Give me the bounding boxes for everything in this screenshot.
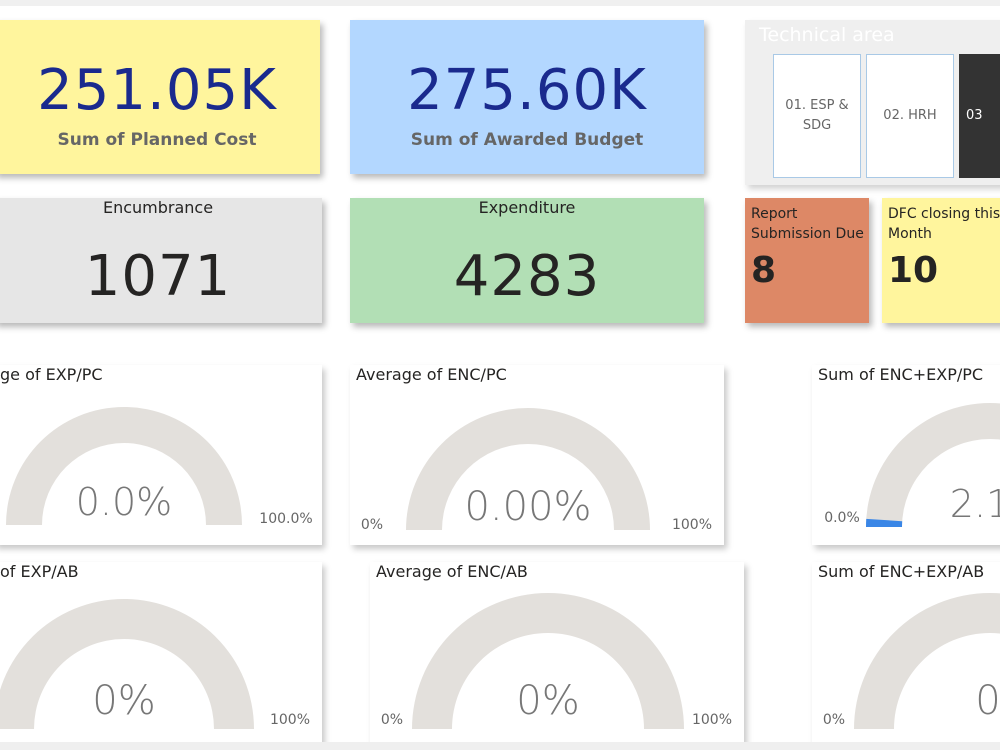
gauge-encexp-pc[interactable]: Sum of ENC+EXP/PC 2.1 0.0% [812,365,1000,545]
slicer-title: Technical area [759,24,895,46]
gauge-track [866,403,1000,527]
awarded-budget-label: Sum of Awarded Budget [410,130,644,150]
gauge-enc-pc[interactable]: Average of ENC/PC 0.00% 0% 100% [350,365,724,545]
slicer-item-hrh[interactable]: 02. HRH [866,54,954,178]
gauge-min-label: 0% [361,517,383,533]
awarded-budget-value: 275.60K [407,58,647,123]
gauge-track [5,406,242,525]
dfc-closing-card[interactable]: DFC closing this Month 10 [882,198,1000,323]
gauge-max-label: 100% [672,517,712,533]
expenditure-card[interactable]: Expenditure 4283 [350,198,704,323]
gauge-title: Average of ENC/PC [356,365,507,384]
slicer-item-03[interactable]: 03 [959,54,1000,178]
expenditure-label: Expenditure [478,198,576,217]
gauge-fill [866,518,903,527]
report-due-label: Report Submission Due [751,206,864,242]
gauge-value: 0 [975,678,1000,724]
dfc-closing-label: DFC closing this Month [888,206,1000,242]
encumbrance-label: Encumbrance [102,198,214,217]
technical-area-slicer[interactable]: Technical area 01. ESP & SDG 02. HRH 03 [745,20,1000,185]
gauge-min-label: 0% [381,712,403,728]
planned-cost-value: 251.05K [37,58,277,123]
slicer-item-esp-sdg[interactable]: 01. ESP & SDG [773,54,861,178]
gauge-min-label: 0% [823,712,845,728]
gauge-track [854,593,1000,729]
encumbrance-value: 1071 [84,244,232,309]
report-due-value: 8 [751,250,777,291]
gauge-title: Sum of ENC+EXP/AB [818,562,985,581]
gauge-max-label: 100.0% [259,511,312,527]
gauge-value: 2.1 [950,482,1000,526]
gauge-max-label: 100% [692,712,732,728]
gauge-enc-ab[interactable]: Average of ENC/AB 0% 0% 100% [370,562,744,744]
gauge-min-label: 0.0% [824,510,860,526]
gauge-value: 0% [92,678,155,724]
gauge-value: 0.0% [76,480,173,524]
report-due-card[interactable]: Report Submission Due 8 [745,198,869,323]
dfc-closing-value: 10 [888,250,939,291]
gauge-title: Average of ENC/AB [376,562,528,581]
gauge-track [406,408,650,530]
gauge-exp-pc[interactable]: ge of EXP/PC 0.0% 100.0% [0,365,322,545]
gauge-title: ge of EXP/PC [0,365,103,384]
gauge-encexp-ab[interactable]: Sum of ENC+EXP/AB 0 0% [812,562,1000,744]
gauge-graphic: 2.1 0.0% [824,403,1000,527]
bottom-border [0,742,1000,750]
expenditure-value: 4283 [453,244,601,309]
gauge-graphic: 0.00% 0% 100% [361,408,712,533]
awarded-budget-card[interactable]: 275.60K Sum of Awarded Budget [350,20,704,174]
gauge-graphic: 0% 100% [0,599,310,729]
top-border [0,0,1000,6]
gauge-max-label: 100% [270,712,310,728]
gauge-graphic: 0 0% [823,593,1000,729]
gauge-track [0,599,254,729]
gauge-graphic: 0.0% 100.0% [5,406,313,527]
gauge-title: of EXP/AB [0,562,79,581]
gauge-title: Sum of ENC+EXP/PC [818,365,984,384]
encumbrance-card[interactable]: Encumbrance 1071 [0,198,322,323]
gauge-value: 0.00% [464,484,591,530]
gauge-track [412,593,684,729]
gauge-value: 0% [516,678,579,724]
planned-cost-label: Sum of Planned Cost [57,130,257,150]
planned-cost-card[interactable]: 251.05K Sum of Planned Cost [0,20,320,174]
gauge-exp-ab[interactable]: of EXP/AB 0% 100% [0,562,322,744]
gauge-graphic: 0% 0% 100% [381,593,732,729]
